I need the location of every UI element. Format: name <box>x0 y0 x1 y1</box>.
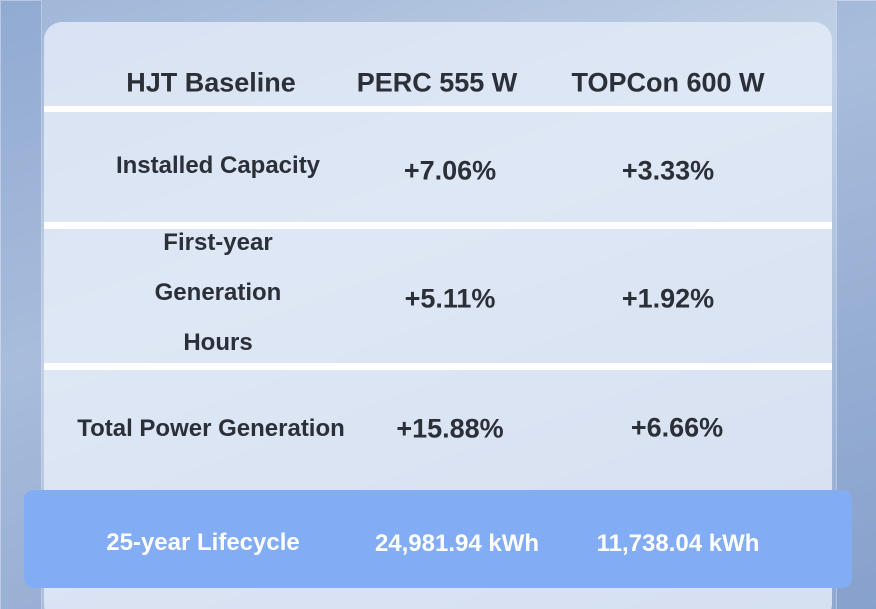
value-cell: +5.11% <box>404 283 496 314</box>
footer-row <box>24 490 852 588</box>
value-cell: +7.06% <box>403 155 497 186</box>
row-separator <box>44 363 832 370</box>
value-cell: +3.33% <box>621 155 715 186</box>
background-panel <box>0 0 42 609</box>
footer-value: 11,738.04 kWh <box>596 530 760 557</box>
row-separator <box>44 222 832 229</box>
row-label: Installed Capacity <box>115 152 321 179</box>
header-cell: TOPCon 600 W <box>571 67 765 98</box>
row-label: Total Power Generation <box>77 415 345 442</box>
footer-label: 25-year Lifecycle <box>106 529 300 556</box>
value-cell: +15.88% <box>396 413 504 444</box>
header-cell: PERC 555 W <box>356 67 518 98</box>
header-cell: HJT Baseline <box>126 67 296 98</box>
row-label: First-year Generation Hours <box>154 229 282 356</box>
footer-value: 24,981.94 kWh <box>374 530 540 557</box>
value-cell: +6.66% <box>630 412 724 443</box>
row-separator <box>44 106 832 112</box>
value-cell: +1.92% <box>621 283 715 314</box>
